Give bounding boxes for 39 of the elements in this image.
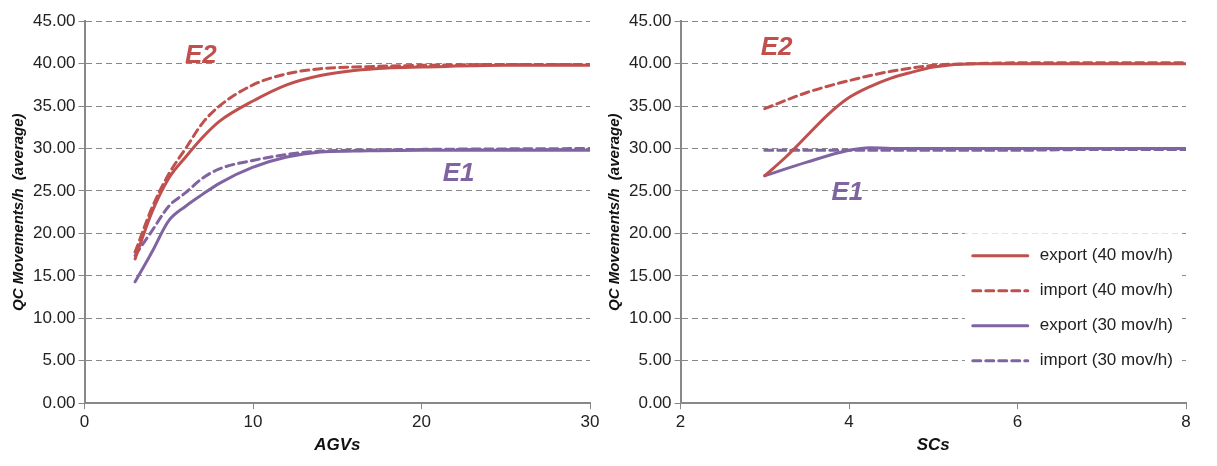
y-tick-label: 0.00	[638, 392, 672, 412]
y-tick-label: 20.00	[628, 223, 672, 243]
y-axis-title: QC Movements/h (average)	[605, 113, 623, 311]
y-axis-title: QC Movements/h (average)	[9, 113, 27, 311]
x-tick-label: 4	[844, 412, 854, 432]
y-tick-label: 0.00	[42, 392, 76, 412]
legend-label: import (30 mov/h)	[1039, 350, 1173, 370]
x-axis-title: AGVs	[313, 435, 361, 455]
y-tick-label: 30.00	[32, 138, 76, 158]
y-tick-label: 45.00	[32, 10, 76, 30]
x-axis-title: SCs	[916, 435, 950, 455]
y-tick-label: 25.00	[628, 180, 672, 200]
legend-label: import (40 mov/h)	[1039, 280, 1173, 300]
y-tick-label: 15.00	[628, 265, 672, 285]
y-tick-label: 20.00	[32, 223, 76, 243]
legend-label: export (40 mov/h)	[1039, 245, 1174, 265]
x-tick-label: 10	[243, 412, 263, 432]
y-tick-label: 45.00	[628, 10, 672, 30]
y-tick-label: 40.00	[32, 53, 76, 73]
y-tick-label: 5.00	[42, 350, 76, 370]
legend-label: export (30 mov/h)	[1039, 315, 1174, 335]
y-tick-label: 5.00	[638, 350, 672, 370]
x-tick-label: 20	[412, 412, 431, 432]
x-tick-label: 2	[675, 412, 686, 432]
x-tick-label: 6	[1012, 412, 1023, 432]
y-tick-label: 25.00	[32, 180, 76, 200]
x-tick-label: 30	[580, 412, 600, 432]
y-tick-label: 35.00	[32, 95, 76, 115]
annotation: E1	[442, 157, 475, 188]
y-tick-label: 15.00	[32, 265, 76, 285]
y-tick-label: 35.00	[628, 95, 672, 115]
x-tick-label: 0	[79, 412, 90, 432]
y-tick-label: 10.00	[628, 308, 672, 327]
y-tick-label: 30.00	[628, 138, 672, 158]
y-tick-label: 10.00	[32, 308, 76, 327]
y-tick-label: 40.00	[628, 53, 672, 73]
annotation: E2	[760, 31, 794, 62]
x-tick-label: 8	[1181, 412, 1191, 432]
annotation: E2	[184, 38, 218, 69]
